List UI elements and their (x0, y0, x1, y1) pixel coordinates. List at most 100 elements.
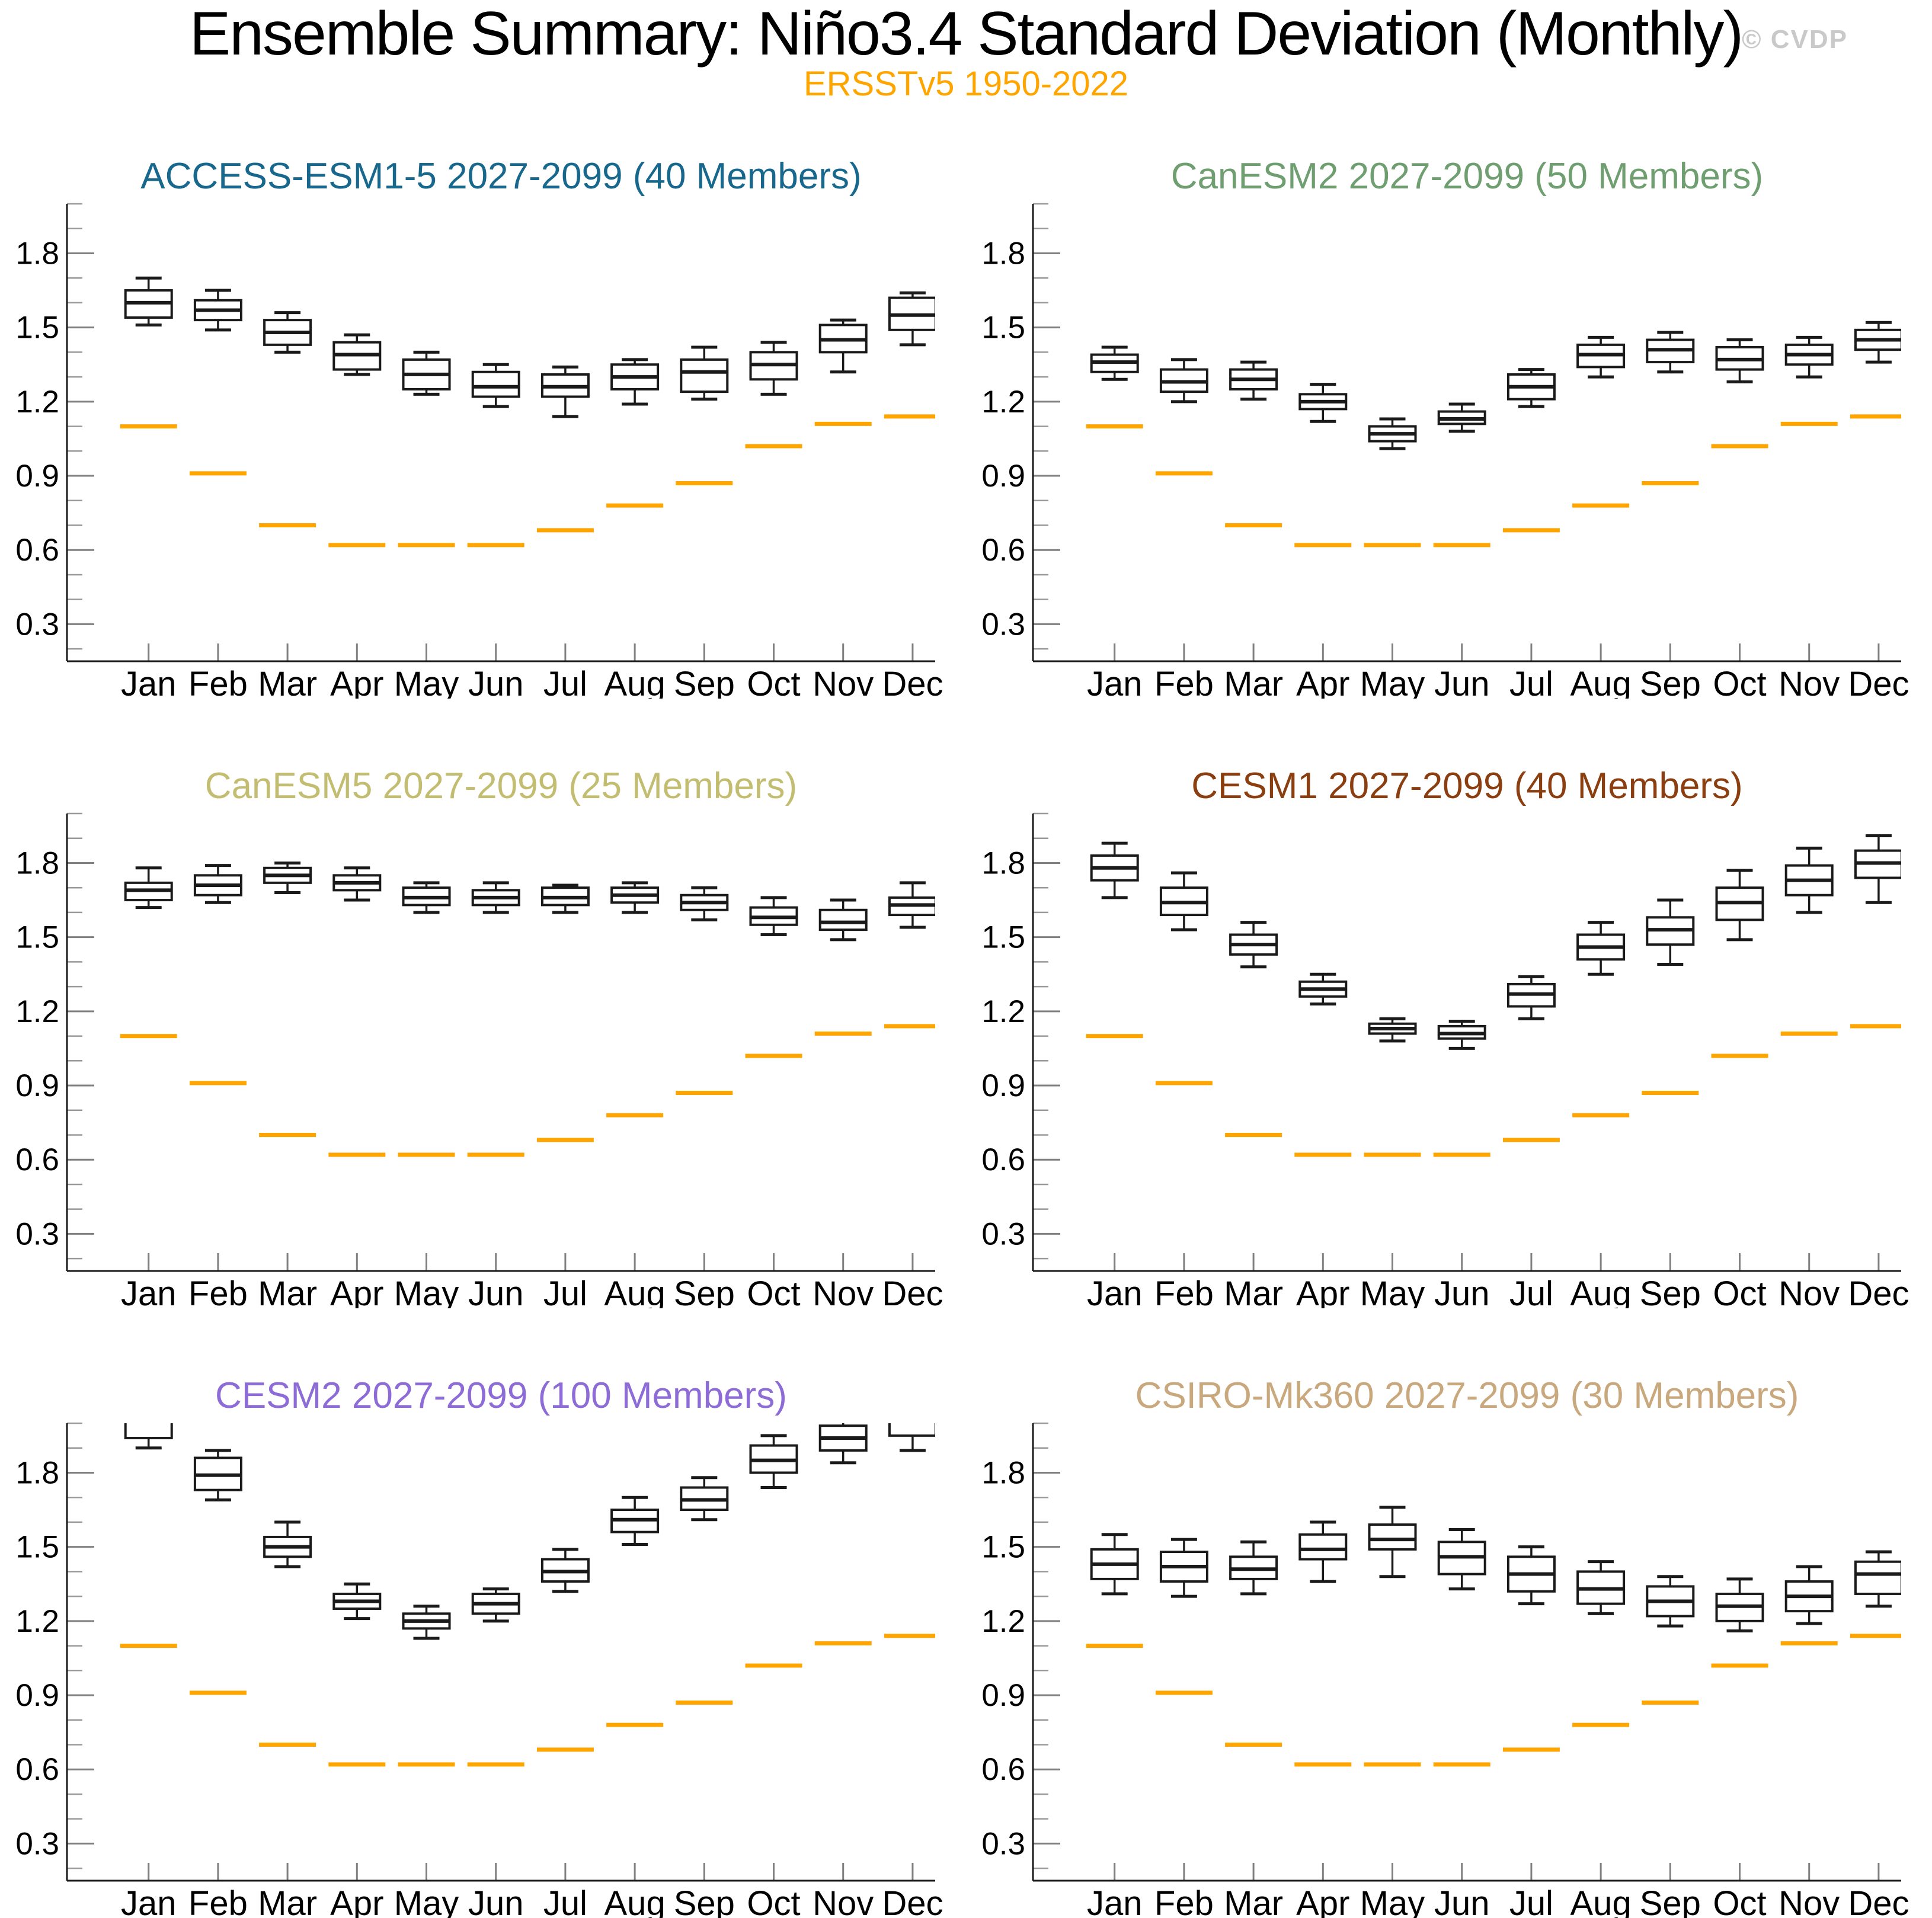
x-tick-label-feb: Feb (1154, 1275, 1214, 1308)
x-tick-label-jan: Jan (1087, 1275, 1143, 1308)
box-jul (540, 365, 590, 418)
y-tick-label: 0.3 (15, 1826, 59, 1861)
box-oct (749, 1434, 798, 1489)
plot-area (1086, 321, 1901, 547)
panel-cesm1: CESM1 2027-2099 (40 Members) 0.3 0.6 0.9 1.… (966, 699, 1932, 1308)
y-tick-label: 1.5 (981, 920, 1025, 955)
x-tick-label-oct: Oct (1713, 1275, 1766, 1308)
x-tick-label-may: May (1360, 665, 1425, 699)
x-tick-label-jun: Jun (468, 665, 524, 699)
box-jun (471, 1587, 520, 1623)
panel-title: CESM2 2027-2099 (100 Members) (215, 1375, 787, 1416)
x-tick-label-jun: Jun (468, 1884, 524, 1918)
x-tick-label-nov: Nov (1779, 1884, 1840, 1918)
x-tick-label-oct: Oct (1713, 665, 1766, 699)
box-apr (1298, 972, 1348, 1006)
box-mar (1229, 921, 1278, 969)
x-tick-label-feb: Feb (1154, 665, 1214, 699)
box-jun (471, 881, 520, 914)
x-tick-label-dec: Dec (882, 1884, 943, 1918)
panel-title: CanESM5 2027-2099 (25 Members) (204, 766, 798, 806)
boxplot-chart-canesm5: 0.3 0.6 0.9 1.2 1.5 1.8 Jan Feb Mar Apr May Jun Jul A… (15, 812, 943, 1308)
x-tick-label-nov: Nov (1779, 665, 1840, 699)
box-dec (888, 881, 935, 929)
axes: 0.3 0.6 0.9 1.2 1.5 1.8 Jan Feb Mar Apr May Jun Jul A… (981, 203, 1909, 699)
box-apr (332, 333, 382, 376)
y-tick-label: 0.3 (981, 1216, 1025, 1251)
x-tick-label-mar: Mar (258, 1275, 317, 1308)
x-tick-label-aug: Aug (604, 1884, 666, 1918)
x-tick-label-sep: Sep (674, 1275, 735, 1308)
x-tick-label-jun: Jun (1434, 1275, 1490, 1308)
box-oct (1715, 338, 1764, 383)
panel-title: CESM1 2027-2099 (40 Members) (1191, 766, 1743, 806)
box-aug (1576, 1560, 1626, 1615)
boxplot-chart-access-esm1-5: 0.3 0.6 0.9 1.2 1.5 1.8 Jan Feb Mar Apr May Jun Jul A… (15, 203, 943, 699)
box-mar (1229, 360, 1278, 401)
box-jun (1437, 1020, 1486, 1050)
watermark-cvdp: © CVDP (1742, 25, 1848, 54)
x-tick-label-apr: Apr (330, 665, 383, 699)
box-sep (1646, 331, 1695, 374)
box-may (1368, 417, 1417, 450)
box-aug (610, 881, 660, 914)
box-nov (1784, 335, 1834, 379)
y-tick-label: 1.5 (15, 1530, 59, 1565)
y-tick-label: 0.6 (981, 533, 1025, 568)
box-nov (818, 898, 868, 942)
y-tick-label: 1.5 (981, 310, 1025, 345)
box-oct (749, 341, 798, 396)
y-tick-label: 0.3 (981, 607, 1025, 642)
y-tick-label: 1.5 (981, 1530, 1025, 1565)
subtitle-obs-source: ERSSTv5 1950-2022 (803, 65, 1129, 103)
x-tick-label-aug: Aug (1570, 1275, 1632, 1308)
y-tick-label: 0.6 (15, 1752, 59, 1787)
box-sep (1646, 898, 1695, 966)
box-jul (540, 883, 590, 914)
y-tick-label: 1.5 (15, 310, 59, 345)
box-sep (680, 886, 729, 921)
x-tick-label-jul: Jul (543, 1275, 587, 1308)
x-tick-label-dec: Dec (882, 665, 943, 699)
x-tick-label-jun: Jun (468, 1275, 524, 1308)
y-tick-label: 0.3 (15, 607, 59, 642)
box-nov (818, 318, 868, 374)
x-tick-label-may: May (1360, 1884, 1425, 1918)
panel-grid: ACCESS-ESM1-5 2027-2099 (40 Members) 0.3… (0, 89, 1932, 1918)
x-tick-label-jul: Jul (543, 665, 587, 699)
box-aug (1576, 921, 1626, 976)
x-tick-label-mar: Mar (1224, 1884, 1283, 1918)
x-tick-label-jan: Jan (1087, 665, 1143, 699)
box-aug (610, 1496, 660, 1546)
x-tick-label-sep: Sep (1640, 665, 1701, 699)
x-tick-label-apr: Apr (330, 1275, 383, 1308)
box-dec (1854, 834, 1901, 904)
page-title: Ensemble Summary: Niño3.4 Standard Devia… (189, 0, 1744, 68)
boxplot-chart-csiro-mk360: 0.3 0.6 0.9 1.2 1.5 1.8 Jan Feb Mar Apr May Jun Jul A… (981, 1422, 1909, 1918)
box-feb (193, 1449, 242, 1501)
box-may (402, 1605, 451, 1640)
y-tick-label: 0.6 (15, 1142, 59, 1177)
axes: 0.3 0.6 0.9 1.2 1.5 1.8 Jan Feb Mar Apr May Jun Jul A… (15, 203, 943, 699)
box-dec (1854, 321, 1901, 364)
box-apr (332, 1582, 382, 1621)
y-tick-label: 0.6 (15, 533, 59, 568)
x-tick-label-apr: Apr (1296, 665, 1349, 699)
x-tick-label-oct: Oct (747, 1884, 800, 1918)
panel-canesm5: CanESM5 2027-2099 (25 Members) 0.3 0.6 0.9… (0, 699, 966, 1308)
box-jul (1506, 1545, 1556, 1606)
box-apr (1298, 1520, 1348, 1583)
x-tick-label-dec: Dec (1848, 1884, 1909, 1918)
box-jul (1506, 975, 1556, 1020)
y-tick-label: 0.9 (981, 1068, 1025, 1103)
box-aug (1576, 335, 1626, 379)
x-tick-label-apr: Apr (1296, 1884, 1349, 1918)
x-tick-label-may: May (394, 1275, 459, 1308)
box-jan (124, 1423, 173, 1450)
x-tick-label-jul: Jul (1509, 1884, 1553, 1918)
x-tick-label-mar: Mar (258, 1884, 317, 1918)
y-tick-label: 1.8 (15, 846, 59, 880)
x-tick-label-oct: Oct (747, 665, 800, 699)
box-oct (1715, 869, 1764, 942)
x-tick-label-sep: Sep (674, 1884, 735, 1918)
